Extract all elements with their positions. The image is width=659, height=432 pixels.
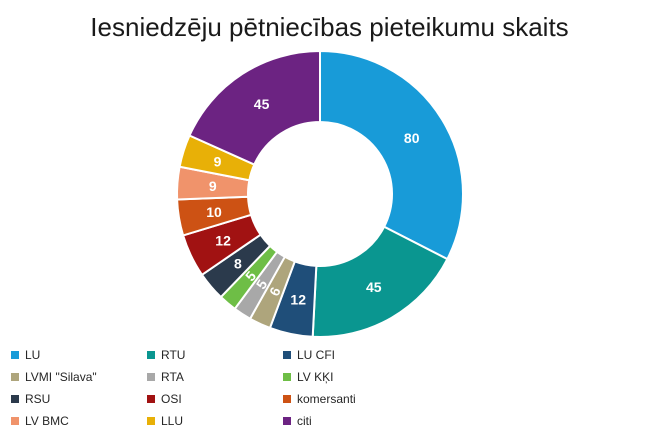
legend-label: LU [25,348,41,362]
legend-swatch-icon [283,395,291,403]
legend-swatch-icon [283,373,291,381]
legend-label: LV BMC [25,414,69,428]
chart-title: Iesniedzēju pētniecības pieteikumu skait… [90,12,569,42]
legend: LU RTU LU CFI LVMI "Silava" RTA LV KĶI RSU OSI k… [11,344,443,432]
legend-item-0: LU [11,348,147,362]
legend-item-11: citi [283,414,443,428]
legend-label: LV KĶI [297,370,334,384]
legend-item-10: LLU [147,414,283,428]
slice-value-label: 45 [366,279,382,295]
legend-label: RTA [161,370,184,384]
donut-slices [176,49,464,338]
legend-label: LU CFI [297,348,336,362]
slice-value-label: 8 [234,255,242,271]
legend-item-9: LV BMC [11,414,147,428]
legend-item-1: RTU [147,348,283,362]
donut-slice-0 [319,49,464,261]
legend-swatch-icon [147,395,155,403]
legend-swatch-icon [147,373,155,381]
legend-swatch-icon [147,417,155,425]
slice-value-label: 12 [215,233,231,249]
slice-value-label: 9 [214,154,222,170]
legend-swatch-icon [11,351,19,359]
legend-label: RSU [25,392,51,406]
legend-swatch-icon [11,417,19,425]
legend-swatch-icon [283,417,291,425]
legend-item-4: RTA [147,370,283,384]
legend-swatch-icon [11,373,19,381]
legend-item-7: OSI [147,392,283,406]
slice-value-label: 80 [404,130,420,146]
legend-label: komersanti [297,392,356,406]
legend-item-3: LVMI "Silava" [11,370,147,384]
legend-swatch-icon [11,395,19,403]
legend-item-6: RSU [11,392,147,406]
legend-item-8: komersanti [283,392,443,406]
legend-label: RTU [161,348,186,362]
legend-label: LVMI "Silava" [25,370,97,384]
slice-value-label: 45 [254,96,270,112]
legend-label: OSI [161,392,182,406]
legend-item-5: LV KĶI [283,370,443,384]
legend-item-2: LU CFI [283,348,443,362]
donut-slice-1 [311,225,449,338]
slice-value-label: 12 [290,291,306,307]
legend-label: LLU [161,414,184,428]
slice-value-label: 10 [206,204,222,220]
legend-label: citi [297,414,312,428]
donut-slice-11 [188,49,321,166]
slice-value-label: 9 [209,178,217,194]
legend-swatch-icon [283,351,291,359]
legend-swatch-icon [147,351,155,359]
